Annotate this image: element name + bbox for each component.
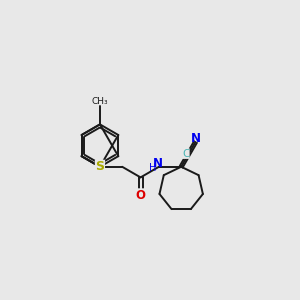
- Text: O: O: [136, 189, 146, 202]
- Text: N: N: [153, 157, 163, 170]
- Text: C: C: [182, 148, 189, 159]
- Text: H: H: [149, 163, 156, 173]
- Text: S: S: [95, 160, 104, 173]
- Text: N: N: [190, 132, 200, 145]
- Text: N: N: [95, 160, 105, 173]
- Text: CH₃: CH₃: [92, 98, 108, 106]
